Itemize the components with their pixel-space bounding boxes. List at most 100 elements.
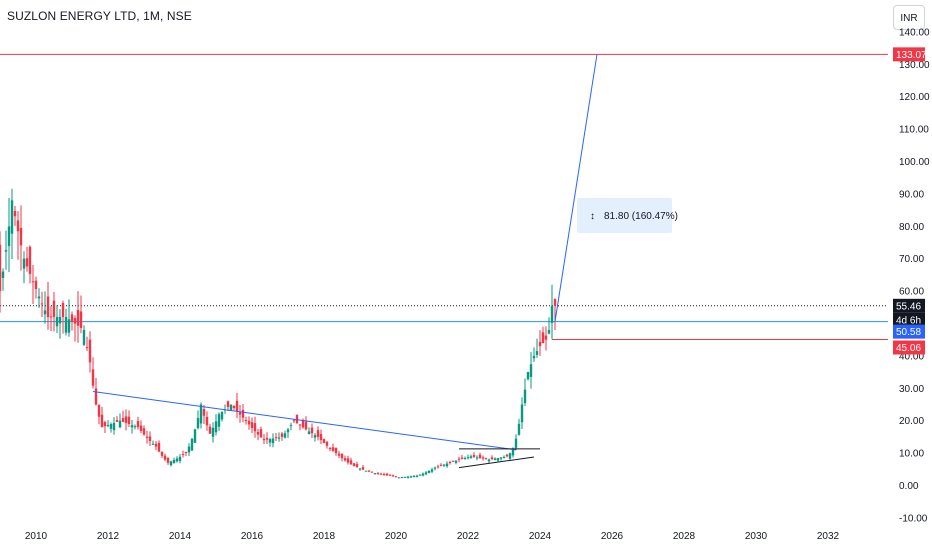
candle [100,406,104,428]
badge-last-price: 55.46 [896,301,921,312]
candle-body [532,355,536,359]
candle-body [46,296,50,318]
candle-body [40,303,44,305]
candle [265,432,269,444]
x-tick-label: 2022 [457,531,480,542]
y-tick-label: 20.00 [899,416,924,427]
candle [187,443,191,456]
y-tick-label: 30.00 [899,384,924,395]
candle [253,416,257,438]
badge-countdown: 4d 6h [896,315,921,326]
candle [55,305,59,333]
badge-last-price-bg [893,298,925,313]
candle-body [16,220,20,232]
candle-body [43,310,47,315]
candle-body [25,258,29,267]
price-levels [0,53,888,341]
trend-line[interactable] [554,54,598,322]
candle [142,425,146,436]
candle-body [10,200,14,234]
candle-body [307,431,311,435]
candle [118,413,122,429]
candle [181,450,185,458]
candle-body [454,460,458,463]
candle-body [469,456,473,458]
y-tick-label: 10.00 [899,449,924,460]
trend-line[interactable] [92,391,517,451]
candle-body [397,477,401,479]
candle-body [58,317,62,324]
candle-body [436,466,440,468]
candle [283,430,287,439]
candle-body [94,388,98,405]
candle [268,437,272,447]
candle-body [151,443,155,445]
candle-body [451,460,455,462]
measure-box[interactable] [577,198,672,233]
candle-body [529,364,533,377]
candle [277,432,281,442]
candle [331,443,335,452]
candle-body [22,258,26,269]
candle [214,414,218,436]
candle-body [484,458,488,460]
candle [307,427,311,435]
candle [61,300,65,334]
candle-body [508,453,512,459]
candle [226,400,230,411]
candle-body [169,461,173,466]
x-tick-label: 2026 [601,531,624,542]
x-tick-label: 2032 [817,531,840,542]
candle-body [52,300,56,318]
candle-body [373,473,377,475]
candle-body [367,470,371,472]
trend-line[interactable] [458,456,535,469]
candle-body [217,414,221,427]
candle [337,450,341,459]
y-tick-label: 40.00 [899,351,924,362]
candle [274,433,278,442]
candle-body [85,347,89,349]
candle-body [433,467,437,469]
candle [340,453,344,462]
candle [364,470,368,472]
y-tick-label: 120.00 [899,92,930,103]
candle [496,457,500,463]
candle-body [133,426,137,428]
candle-body [403,476,407,478]
candle-body [37,296,41,299]
x-tick-label: 2028 [673,531,696,542]
measure-tool[interactable]: ↕ 81.80 (160.47%) [577,198,678,233]
candle [1,268,5,291]
candle-body [163,455,167,460]
candle-body [499,457,503,459]
candle-body [136,421,140,428]
candle [271,433,275,448]
candle [88,331,92,373]
candle [463,456,467,460]
candle [103,420,107,434]
x-tick-label: 2020 [385,531,408,542]
candle-body [19,227,23,246]
candle-body [31,281,35,283]
candle [544,326,548,351]
candle [373,473,377,475]
candle [358,467,362,471]
candle [19,205,23,271]
currency-button[interactable]: INR [893,5,925,30]
candle [418,474,422,476]
candle [67,299,71,337]
candle [514,434,518,451]
candle [250,417,254,433]
drawings[interactable] [92,54,598,469]
candle-body [472,455,476,457]
candle-body [322,439,326,444]
candle-body [139,425,143,431]
candle [493,457,497,461]
candle-body [88,339,92,363]
candle [298,424,302,431]
candle [121,410,125,423]
candle [85,336,89,351]
candle-body [418,474,422,476]
